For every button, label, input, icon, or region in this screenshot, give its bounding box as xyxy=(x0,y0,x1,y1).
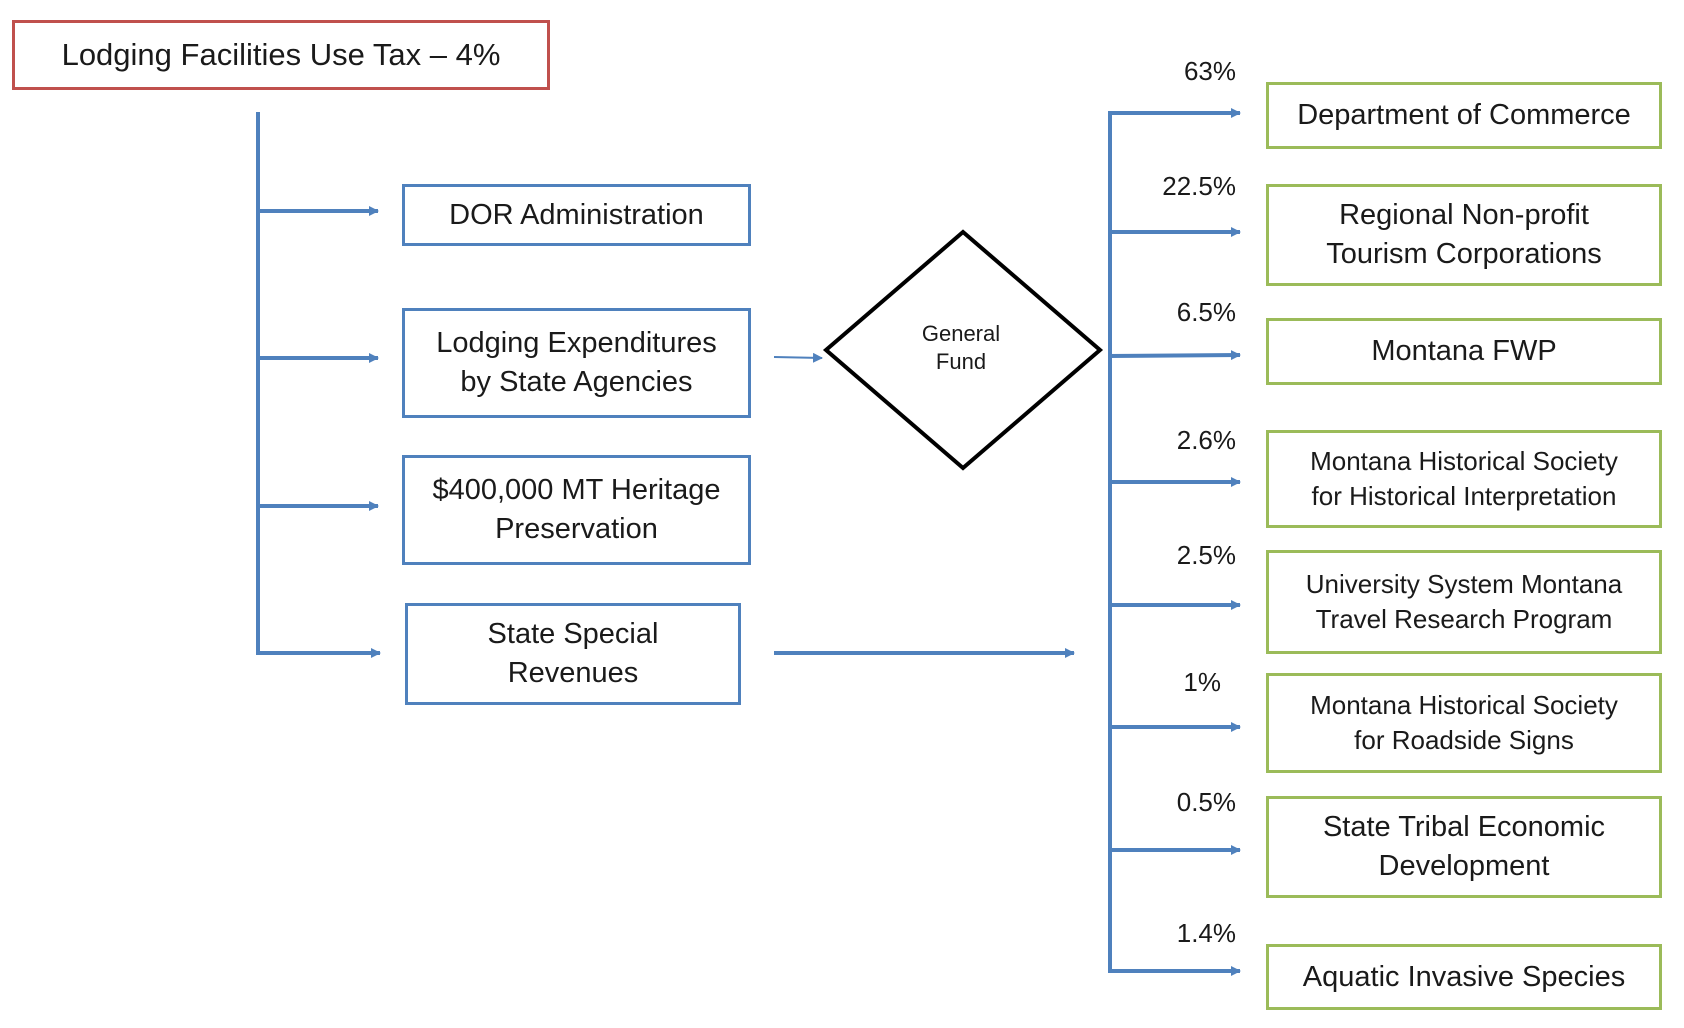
general-fund-label: General Fund xyxy=(921,321,1001,374)
tribal-development-box: State Tribal Economic Development xyxy=(1266,796,1662,898)
arrow-to-general-fund xyxy=(773,352,823,363)
percent-label: 63% xyxy=(1183,56,1236,86)
arrow-to-montana-fwp xyxy=(1107,350,1241,361)
percent-label: 1.4% xyxy=(1176,918,1236,948)
historical-interpretation-box: Montana Historical Society for Historica… xyxy=(1266,430,1662,528)
roadside-signs-box: Montana Historical Society for Roadside … xyxy=(1266,673,1662,773)
montana-fwp-box: Montana FWP xyxy=(1266,318,1662,385)
percent-label: 6.5% xyxy=(1176,297,1236,327)
general-fund-diamond xyxy=(822,229,1104,471)
percent-label: 22.5% xyxy=(1162,171,1236,201)
state-special-revenues-box: State Special Revenues xyxy=(405,603,741,705)
aquatic-invasive-species-box: Aquatic Invasive Species xyxy=(1266,944,1662,1010)
heritage-preservation-box: $400,000 MT Heritage Preservation xyxy=(402,455,751,565)
percent-label: 2.5% xyxy=(1176,540,1236,570)
percent-label: 1% xyxy=(1183,667,1221,697)
regional-tourism-box: Regional Non-profit Tourism Corporations xyxy=(1266,184,1662,286)
travel-research-box: University System Montana Travel Researc… xyxy=(1266,550,1662,654)
lodging-expenditures-box: Lodging Expenditures by State Agencies xyxy=(402,308,751,418)
dor-administration-box: DOR Administration xyxy=(402,184,751,246)
percent-label: 2.6% xyxy=(1176,425,1236,455)
lodging-tax-box: Lodging Facilities Use Tax – 4% xyxy=(12,20,550,90)
department-of-commerce-box: Department of Commerce xyxy=(1266,82,1662,149)
percent-label: 0.5% xyxy=(1176,787,1236,817)
